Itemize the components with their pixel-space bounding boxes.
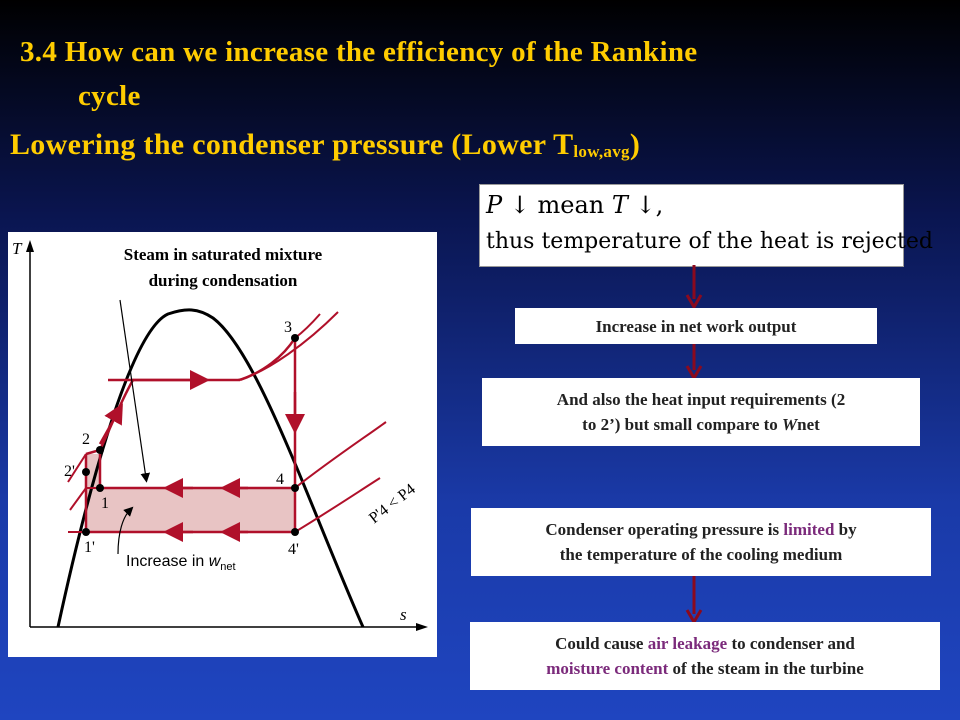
net-work-box: Increase in net work output bbox=[515, 308, 877, 344]
isobar-superheat bbox=[294, 313, 321, 339]
isobar-high-left bbox=[67, 453, 87, 483]
label-3: 3 bbox=[284, 319, 292, 336]
label-4p: 4' bbox=[288, 541, 299, 558]
state-point-2 bbox=[96, 446, 104, 454]
label-2: 2 bbox=[82, 431, 90, 448]
limit-line2: the temperature of the cooling medium bbox=[559, 545, 843, 564]
t-axis-label: T bbox=[12, 239, 23, 258]
state-point-4p bbox=[291, 528, 299, 536]
flow-arrow-2 bbox=[685, 344, 703, 380]
state-point-1 bbox=[96, 484, 104, 492]
cause-line1: Could cause air leakage to condenser and bbox=[555, 634, 855, 653]
state-point-4 bbox=[291, 484, 299, 492]
net-work-text: Increase in net work output bbox=[595, 316, 797, 336]
cause-line2: moisture content of the steam in the tur… bbox=[546, 659, 864, 678]
net-work-shaded-area bbox=[86, 454, 295, 532]
slide-title-line1: 3.4 How can we increase the efficiency o… bbox=[20, 36, 698, 68]
flow-arrow-3 bbox=[685, 576, 703, 624]
annotation-pointer bbox=[119, 299, 151, 483]
ts-diagram: T s 3 bbox=[8, 232, 437, 657]
s-axis-label: s bbox=[400, 605, 407, 624]
heat-input-line1: And also the heat input requirements (2 bbox=[556, 390, 846, 409]
limit-line1: Condenser operating pressure is limited … bbox=[545, 520, 857, 539]
subtitle-subscript: low,avg bbox=[573, 142, 630, 161]
isobar-low-right bbox=[294, 477, 381, 533]
superheat-line bbox=[239, 337, 297, 382]
annotation-line1: Steam in saturated mixture bbox=[124, 245, 323, 264]
slide-title: 3.4 How can we increase the efficiency o… bbox=[20, 30, 920, 118]
state-point-1p bbox=[82, 528, 90, 536]
air-leakage-box: Could cause air leakage to condenser and… bbox=[470, 622, 940, 690]
slide-title-line2: cycle bbox=[78, 80, 141, 112]
isobar-mid-right bbox=[294, 421, 387, 489]
label-2p: 2' bbox=[64, 463, 75, 480]
subtitle-main: Lowering the condenser pressure (Lower T bbox=[10, 128, 574, 161]
s-axis-arrowhead bbox=[416, 623, 428, 631]
saturation-dome bbox=[56, 308, 365, 628]
label-1p: 1' bbox=[84, 539, 95, 556]
formula-line1: P ↓ mean T ↓, bbox=[486, 191, 664, 219]
flow-arrow-1 bbox=[685, 265, 703, 309]
heat-input-box: And also the heat input requirements (2 … bbox=[482, 378, 920, 446]
slide-subtitle: Lowering the condenser pressure (Lower T… bbox=[10, 128, 640, 162]
increase-pointer bbox=[117, 506, 134, 555]
t-axis-arrowhead bbox=[26, 240, 34, 252]
subtitle-close: ) bbox=[629, 128, 641, 161]
state-point-3 bbox=[291, 334, 299, 342]
ts-diagram-svg: T s 3 bbox=[12, 239, 428, 631]
pump-heating-arrow bbox=[98, 403, 123, 445]
formula-line2: thus temperature of the heat is rejected bbox=[486, 229, 933, 254]
label-4: 4 bbox=[276, 471, 284, 488]
label-1: 1 bbox=[101, 495, 109, 512]
increase-label: Increase in wnet bbox=[126, 553, 236, 573]
condenser-limit-box: Condenser operating pressure is limited … bbox=[471, 508, 931, 576]
boiler-heating-line bbox=[85, 378, 240, 456]
pressure-formula-box: P ↓ mean T ↓, thus temperature of the he… bbox=[479, 184, 933, 267]
pressure-label: P'4 < P4 bbox=[366, 481, 419, 527]
annotation-line2: during condensation bbox=[149, 271, 298, 290]
heat-input-line2: to 2’) but small compare to Wnet bbox=[582, 415, 820, 434]
state-point-2p bbox=[82, 468, 90, 476]
